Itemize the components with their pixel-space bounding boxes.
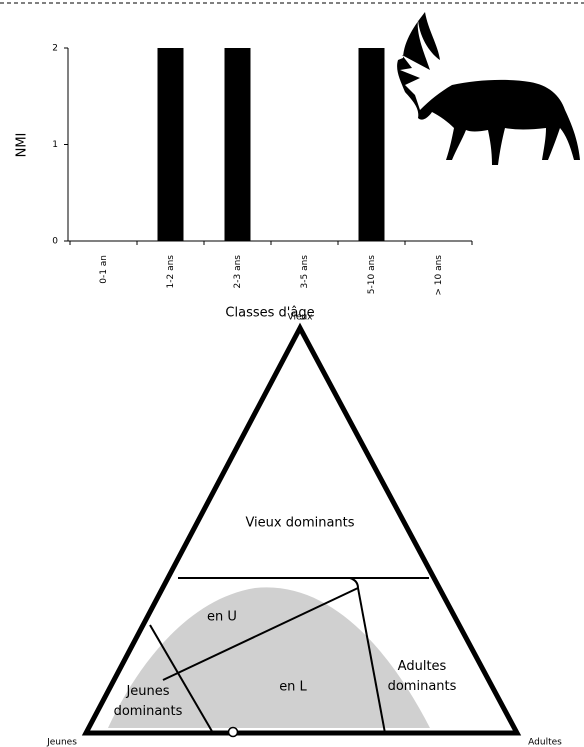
region-label: en U <box>207 610 237 625</box>
figure: 0 1 2 0-1 an 1-2 ans 2-3 ans 3-5 ans 5-10 ans > … <box>0 0 584 747</box>
x-tick-label: 0-1 an <box>99 255 109 284</box>
caribou-icon <box>397 12 580 165</box>
bar <box>359 48 385 241</box>
y-tick-label: 0 <box>52 237 58 247</box>
x-tick-label: > 10 ans <box>434 255 444 296</box>
y-axis-label: NMI <box>15 133 30 158</box>
ternary-diagram: Vieux Jeunes Adultes Vieux dominants en … <box>46 313 562 747</box>
bar <box>158 48 184 241</box>
divider <box>350 578 358 588</box>
vertex-label: Adultes <box>528 738 562 747</box>
vertex-label: Jeunes <box>46 738 77 747</box>
y-tick-label: 1 <box>52 140 58 150</box>
region-label: Vieux dominants <box>245 516 354 531</box>
bar <box>225 48 251 241</box>
x-tick-label: 3-5 ans <box>300 255 310 289</box>
region-label: en L <box>279 680 307 695</box>
x-tick-label: 2-3 ans <box>233 255 243 289</box>
x-tick-label: 1-2 ans <box>166 255 176 289</box>
x-tick-label: 5-10 ans <box>367 255 377 295</box>
point <box>229 728 238 737</box>
vertex-label: Vieux <box>287 313 313 323</box>
y-tick-label: 2 <box>52 44 58 54</box>
